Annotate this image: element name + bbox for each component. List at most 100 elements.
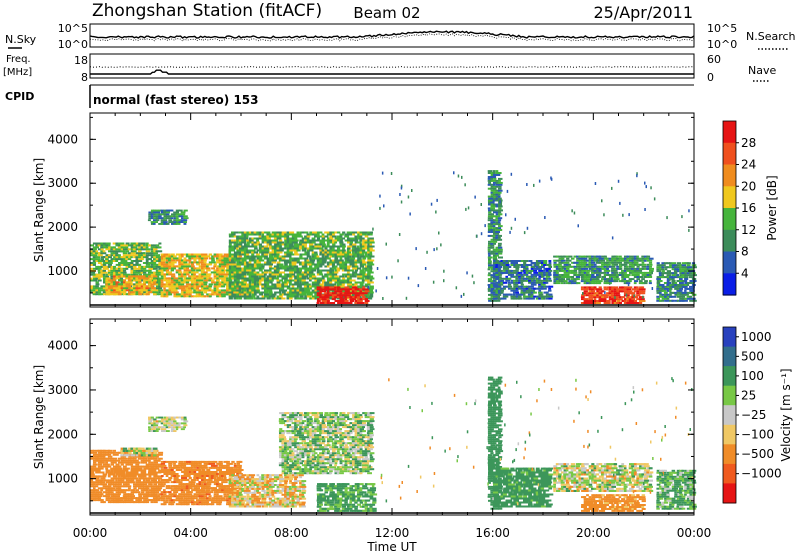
velocity-echo-cell [95, 449, 100, 452]
power-echo-cell [253, 271, 257, 274]
power-echo-cell [238, 241, 243, 244]
power-echo-cell [608, 290, 613, 293]
power-echo-cell [573, 211, 576, 215]
power-echo-cell [488, 272, 491, 275]
velocity-echo-cell [90, 481, 95, 484]
power-echo-cell [595, 302, 601, 304]
power-echo-cell [311, 255, 317, 258]
power-echo-cell [520, 260, 526, 262]
power-echo-cell [520, 264, 526, 266]
power-echo-cell [354, 265, 359, 268]
power-echo-cell [675, 270, 678, 274]
power-echo-cell [364, 241, 370, 244]
power-echo-cell [580, 271, 585, 274]
power-echo-cell [354, 269, 358, 272]
power-echo-cell [329, 295, 334, 298]
power-echo-cell [578, 261, 583, 264]
power-echo-cell [324, 247, 328, 250]
power-echo-cell [258, 277, 263, 280]
power-echo-region [580, 286, 646, 304]
power-echo-cell [664, 293, 669, 296]
power-echo-cell [329, 249, 334, 252]
power-echo-cell [253, 255, 259, 258]
power-echo-cell [603, 300, 608, 302]
power-echo-cell [523, 260, 529, 262]
power-echo-cell [205, 279, 210, 282]
power-echo-cell [331, 296, 336, 299]
power-echo-cell [118, 267, 123, 270]
power-echo-cell [543, 277, 547, 280]
power-echo-cell [276, 281, 281, 284]
power-echo-cell [510, 289, 515, 292]
power-echo-cell [256, 273, 261, 276]
power-echo-cell [533, 295, 537, 298]
power-echo-cell [666, 297, 670, 300]
power-echo-cell [621, 276, 624, 278]
power-echo-cell [208, 277, 213, 280]
power-echo-cell [117, 254, 121, 257]
power-echo-cell [140, 246, 145, 249]
power-echo-cell [510, 281, 515, 284]
power-echo-cell [251, 283, 256, 286]
velocity-echo-cell [115, 501, 120, 504]
velocity-echo-cell [105, 451, 110, 454]
power-echo-region [228, 231, 375, 300]
power-echo-cell [314, 245, 317, 248]
power-echo-cell [243, 289, 247, 292]
power-echo-cell [281, 271, 285, 274]
power-echo-cell [502, 285, 507, 288]
power-echo-cell [603, 280, 609, 283]
velocity-echo-cell [95, 491, 99, 494]
power-echo-cell [210, 293, 215, 296]
power-echo-cell [216, 293, 220, 296]
power-echo-cell [548, 271, 552, 274]
power-echo-cell [271, 287, 275, 290]
power-echo-cell [538, 277, 541, 280]
power-echo-cell [668, 266, 673, 269]
power-echo-cell [314, 281, 317, 284]
power-echo-cell [268, 239, 273, 242]
power-echo-cell [623, 278, 627, 281]
power-echo-cell [528, 285, 532, 288]
power-echo-cell [266, 297, 271, 300]
power-echo-cell [689, 287, 694, 290]
power-echo-cell [216, 253, 221, 256]
power-echo-cell [354, 261, 358, 264]
power-echo-cell [294, 235, 297, 238]
power-echo-cell [487, 215, 493, 218]
power-echo-cell [598, 290, 604, 293]
power-echo-cell [90, 250, 94, 253]
power-echo-cell [264, 289, 267, 292]
power-echo-cell [158, 265, 163, 268]
power-echo-cell [497, 297, 503, 300]
power-echo-cell [105, 279, 110, 282]
power-echo-cell [266, 269, 271, 272]
power-echo-cell [495, 227, 499, 230]
power-echo-cell [573, 282, 578, 285]
power-echo-cell [228, 235, 233, 238]
power-echo-cell [548, 264, 552, 266]
power-echo-cell [236, 243, 241, 246]
power-echo-cell [658, 268, 662, 271]
power-echo-cell [115, 291, 120, 294]
power-echo-cell [636, 263, 641, 266]
power-echo-cell [364, 235, 369, 238]
power-echo-cell [259, 283, 262, 286]
power-echo-cell [334, 253, 338, 256]
power-echo-cell [122, 260, 128, 262]
power-echo-cell [112, 242, 117, 245]
power-echo-cell [354, 241, 359, 244]
power-echo-cell [608, 259, 614, 262]
power-echo-cell [311, 277, 315, 280]
power-echo-cell [495, 213, 501, 216]
power-echo-cell [115, 256, 119, 259]
power-echo-cell [684, 297, 688, 300]
power-echo-cell [656, 276, 661, 279]
power-echo-cell [155, 260, 159, 262]
power-echo-cell [263, 241, 267, 244]
power-echo-cell [258, 265, 262, 268]
velocity-echo-cell [102, 491, 107, 494]
velocity-echo-cell [100, 471, 105, 474]
power-echo-cell [490, 215, 495, 218]
power-echo-cell [676, 293, 680, 296]
